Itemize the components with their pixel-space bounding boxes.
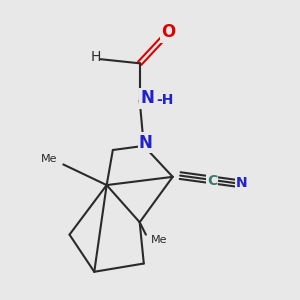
Text: H: H [90,50,101,64]
Text: N: N [140,89,154,107]
Text: Me: Me [40,154,57,164]
Text: O: O [161,23,176,41]
Text: C: C [207,174,217,188]
Text: N: N [236,176,248,190]
Text: N: N [139,134,153,152]
Text: -H: -H [157,94,174,107]
Text: Me: Me [151,235,167,244]
